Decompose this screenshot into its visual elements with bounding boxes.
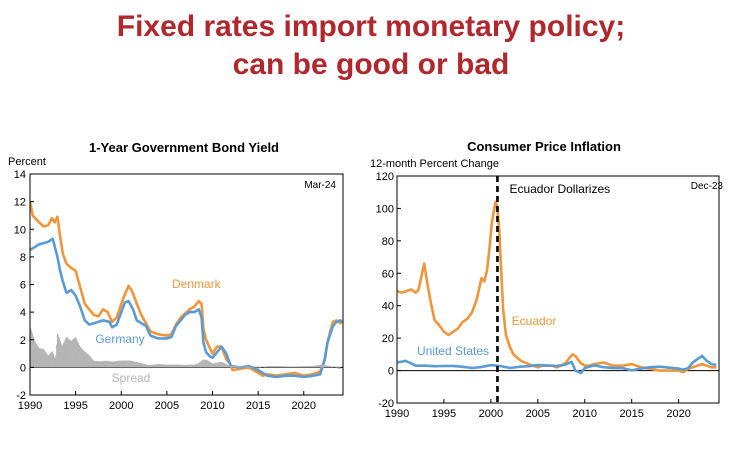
dollarization-annotation: Ecuador Dollarizes <box>509 182 610 196</box>
cpi-chart: Consumer Price Inflation 12-month Percen… <box>370 139 723 420</box>
bond-yield-plot-area: Denmark Germany Spread -2 0 2 4 6 8 10 12 14 1990 199… <box>14 169 344 412</box>
bond-yield-xtick-label: 2010 <box>200 400 224 412</box>
cpi-ytick-label: 0 <box>388 366 394 378</box>
cpi-xtick-label: 1995 <box>432 408 456 420</box>
cpi-date-note: Dec-23 <box>691 181 724 192</box>
bond-yield-ytick-label: 8 <box>20 252 26 264</box>
slide-title: Fixed rates import monetary policy; can … <box>0 8 742 84</box>
bond-yield-ytick-label: -2 <box>16 390 26 402</box>
bond-yield-xtick-label: 1990 <box>18 400 42 412</box>
cpi-ytick-label: 100 <box>376 203 394 215</box>
united-states-series-label: United States <box>417 344 489 358</box>
slide-title-line-1: Fixed rates import monetary policy; <box>116 10 626 43</box>
cpi-frame <box>396 175 720 404</box>
cpi-xtick-label: 2010 <box>573 408 597 420</box>
cpi-xtick-label: 2000 <box>479 408 503 420</box>
bond-yield-xtick-label: 1995 <box>63 400 87 412</box>
cpi-ytick-label: 120 <box>376 171 394 183</box>
cpi-ytick-label: 20 <box>382 333 394 345</box>
cpi-plot-area: Ecuador United States Ecuador Dollarizes 12… <box>376 171 720 420</box>
bond-yield-ylabel: Percent <box>8 156 46 168</box>
cpi-xtick-label: 1990 <box>385 408 409 420</box>
cpi-series-group <box>397 200 717 375</box>
cpi-ytick-label: 60 <box>382 268 394 280</box>
cpi-xtick-label: 2015 <box>619 408 643 420</box>
bond-yield-xtick-label: 2000 <box>109 400 133 412</box>
bond-yield-xtick-label: 2020 <box>292 400 316 412</box>
bond-yield-chart: 1-Year Government Bond Yield Percent Mar… <box>8 140 344 412</box>
cpi-xtick-label: 2005 <box>526 408 550 420</box>
bond-yield-ytick-label: 12 <box>14 197 26 209</box>
germany-series-label: Germany <box>95 332 144 346</box>
spread-series-label: Spread <box>112 371 151 385</box>
bond-yield-ytick-label: 10 <box>14 224 26 236</box>
bond-yield-date-note: Mar-24 <box>304 180 336 191</box>
bond-yield-series-group <box>30 201 343 379</box>
bond-yield-chart-title: 1-Year Government Bond Yield <box>89 140 279 155</box>
slide-title-line-2: can be good or bad <box>232 48 510 81</box>
bond-yield-xtick-label: 2005 <box>155 400 179 412</box>
cpi-ytick-label: -20 <box>378 398 394 410</box>
germany-line <box>30 237 343 379</box>
united-states-line <box>397 354 717 375</box>
bond-yield-ytick-label: 14 <box>14 169 26 181</box>
spread-bars <box>30 325 341 369</box>
cpi-ytick-label: 80 <box>382 236 394 248</box>
cpi-chart-title: Consumer Price Inflation <box>467 139 621 154</box>
cpi-xtick-label: 2020 <box>666 408 690 420</box>
bond-yield-ytick-label: 6 <box>20 280 26 292</box>
bond-yield-ytick-label: 0 <box>20 362 26 374</box>
cpi-ytick-label: 40 <box>382 301 394 313</box>
denmark-series-label: Denmark <box>172 277 222 291</box>
bond-yield-ytick-label: 4 <box>20 307 26 319</box>
bond-yield-ytick-label: 2 <box>20 335 26 347</box>
bond-yield-xtick-label: 2015 <box>246 400 270 412</box>
ecuador-series-label: Ecuador <box>512 314 557 328</box>
cpi-ylabel: 12-month Percent Change <box>370 158 499 170</box>
